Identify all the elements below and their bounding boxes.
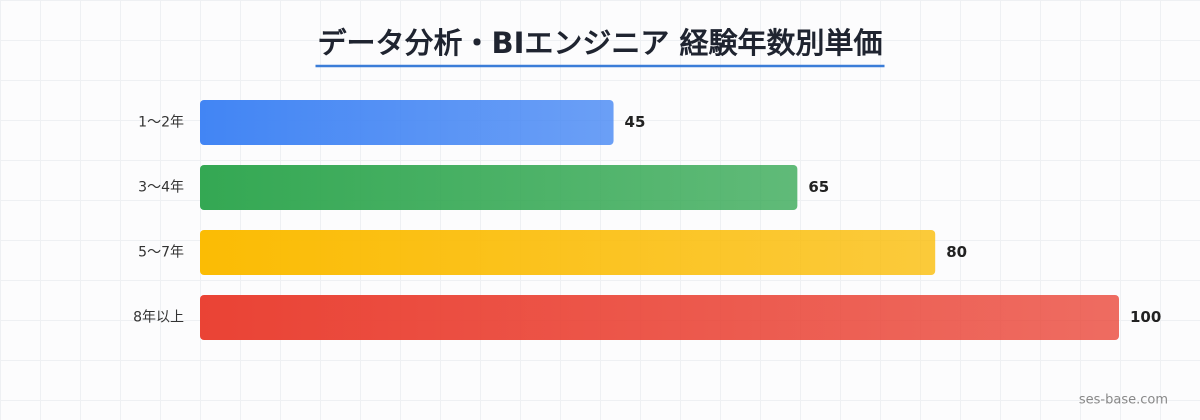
category-label: 5〜7年 [138,245,184,261]
bar [200,165,798,210]
bar [200,295,1119,340]
category-label: 1〜2年 [138,115,184,131]
value-label: 80 [946,243,967,261]
value-label: 45 [625,113,646,131]
bar [200,230,936,275]
category-label: 3〜4年 [138,180,184,196]
category-label: 8年以上 [133,310,184,326]
chart-title: データ分析・BIエンジニア 経験年数別単価 [318,26,883,60]
value-label: 65 [808,178,829,196]
value-label: 100 [1130,308,1161,326]
bar [200,100,614,145]
source-label: ses-base.com [1079,393,1168,408]
